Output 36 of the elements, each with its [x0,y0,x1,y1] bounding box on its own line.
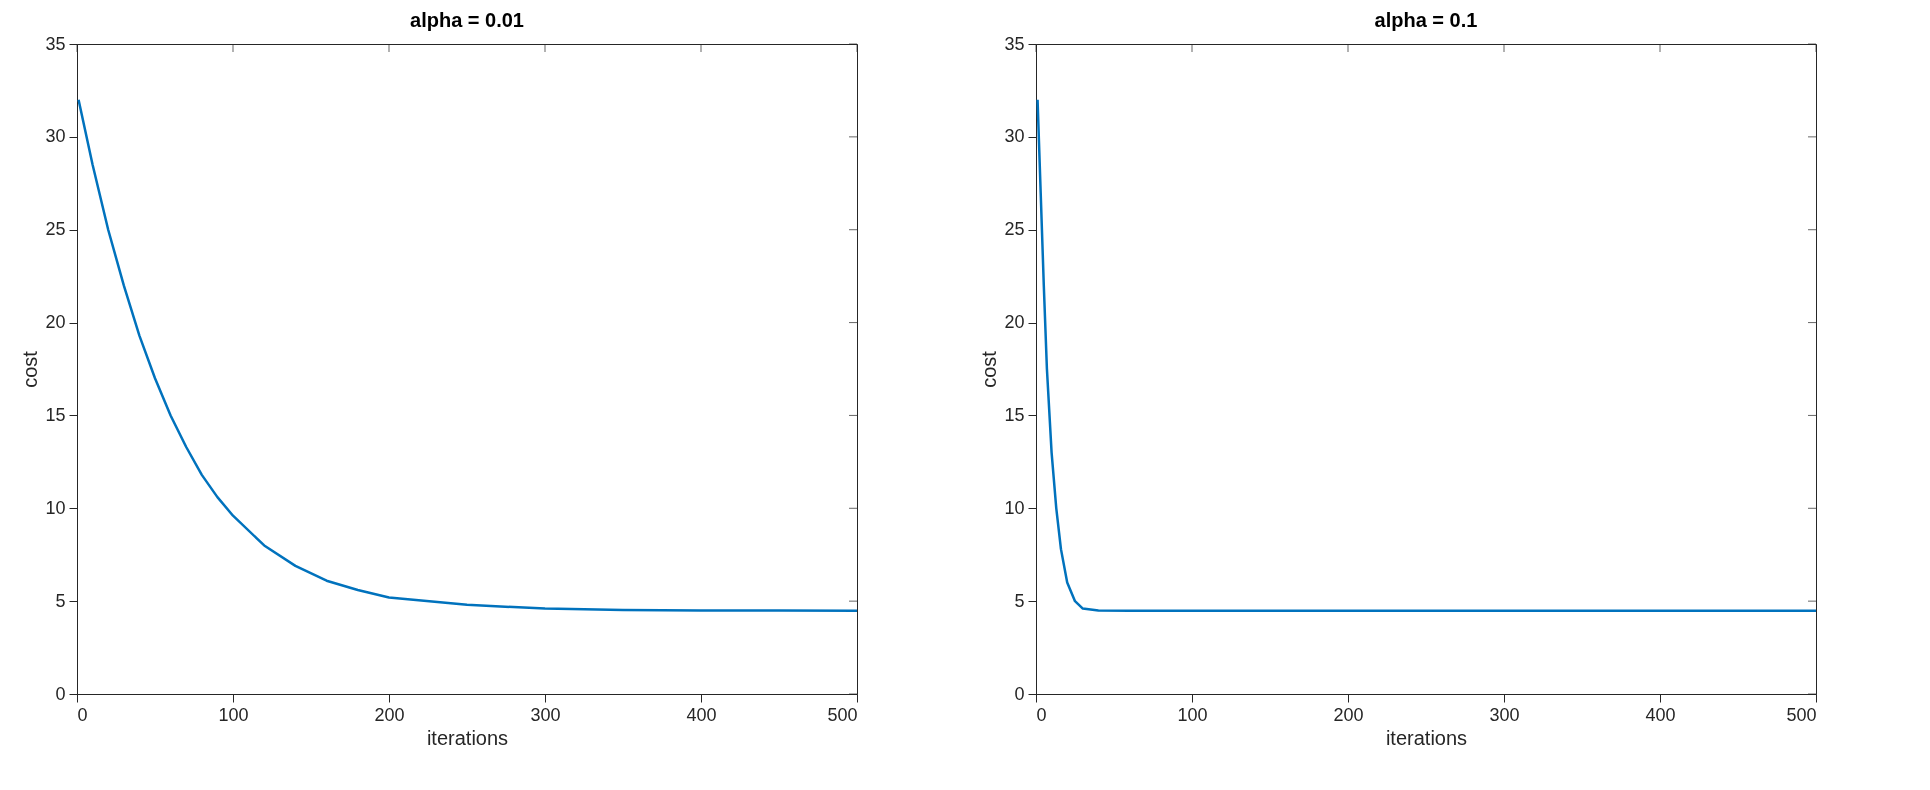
y-tick-label: 30 [45,126,66,147]
y-tick-label: 15 [45,404,66,425]
y-tick-label: 0 [55,683,66,704]
x-axis-title: iterations [426,726,509,749]
x-tick-label: 500 [1786,704,1817,725]
x-tick-label: 500 [827,704,858,725]
chart-title: alpha = 0.01 [410,9,524,31]
x-tick-label: 100 [218,704,249,725]
line-series [1036,98,1818,613]
x-tick-label: 200 [1333,704,1364,725]
x-tick-label: 0 [1036,704,1047,725]
x-tick-label: 400 [1645,704,1676,725]
y-tick-label: 5 [55,590,66,611]
chart-title: alpha = 0.1 [1374,9,1478,31]
y-tick-label: 30 [1004,126,1025,147]
y-tick-label: 5 [1014,590,1025,611]
x-tick-label: 200 [374,704,405,725]
y-tick-label: 25 [45,219,66,240]
x-tick-label: 300 [530,704,561,725]
y-tick-label: 15 [1004,404,1025,425]
x-tick-label: 0 [77,704,88,725]
y-tick-label: 35 [45,33,66,54]
x-tick-label: 400 [686,704,717,725]
x-tick-label: 300 [1489,704,1520,725]
y-tick-label: 10 [45,497,66,518]
y-tick-label: 35 [1004,33,1025,54]
x-axis-title: iterations [1385,726,1468,749]
line-series [77,98,859,613]
y-tick-label: 25 [1004,219,1025,240]
x-tick-label: 100 [1177,704,1208,725]
y-axis-title: cost [978,350,1001,388]
y-axis-title: cost [19,350,42,388]
y-tick-label: 0 [1014,683,1025,704]
y-tick-label: 20 [1004,312,1025,333]
y-tick-label: 20 [45,312,66,333]
y-tick-label: 10 [1004,497,1025,518]
